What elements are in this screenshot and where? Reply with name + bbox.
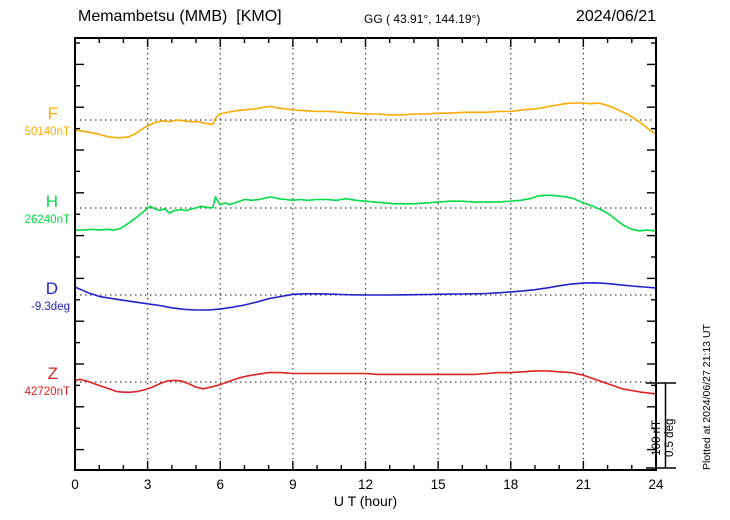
x-tick-label: 3 bbox=[144, 477, 152, 492]
x-gridlines bbox=[147, 38, 584, 470]
station-title: Memambetsu (MMB) [KMO] bbox=[78, 8, 282, 25]
x-tick-label: 18 bbox=[503, 477, 518, 492]
trace-h bbox=[74, 194, 657, 232]
geographic-coordinates: GG ( 43.91°, 144.19°) bbox=[364, 12, 481, 26]
trace-z bbox=[74, 370, 657, 395]
scale-bar-nt-label: 100 nT bbox=[651, 419, 663, 456]
channel-label-z: Z bbox=[47, 364, 58, 383]
x-tick-label: 21 bbox=[576, 477, 591, 492]
axis-ticks bbox=[74, 38, 657, 470]
scale-bar bbox=[646, 382, 676, 469]
channel-label-h: H bbox=[45, 192, 58, 211]
x-tick-label: 24 bbox=[648, 477, 664, 492]
channel-baseline-d: -9.3deg bbox=[30, 301, 70, 313]
trace-d bbox=[74, 282, 657, 311]
x-tick-label: 6 bbox=[216, 477, 224, 492]
scale-bar-label: 100 nT 0.5 deg bbox=[651, 419, 677, 457]
x-tick-label: 12 bbox=[358, 477, 373, 492]
x-tick-label: 15 bbox=[431, 477, 446, 492]
channel-baseline-f: 50140nT bbox=[24, 126, 70, 138]
x-axis-title: U T (hour) bbox=[333, 493, 398, 509]
trace-f bbox=[74, 102, 657, 139]
plotted-at-note: Plotted at 2024/06/27 21:13 UT bbox=[701, 324, 713, 470]
x-tick-label: 9 bbox=[289, 477, 297, 492]
x-tick-label: 0 bbox=[71, 477, 79, 492]
x-tick-labels: 0 3 6 9 12 15 18 21 24 bbox=[71, 477, 664, 492]
channel-label-f: F bbox=[47, 104, 58, 123]
channel-label-d: D bbox=[45, 279, 58, 298]
traces bbox=[74, 102, 657, 395]
observation-date: 2024/06/21 bbox=[575, 8, 656, 25]
channel-baseline-z: 42720nT bbox=[24, 386, 70, 398]
scale-bar-deg-label: 0.5 deg bbox=[664, 418, 676, 457]
channel-baseline-h: 26240nT bbox=[24, 214, 70, 226]
